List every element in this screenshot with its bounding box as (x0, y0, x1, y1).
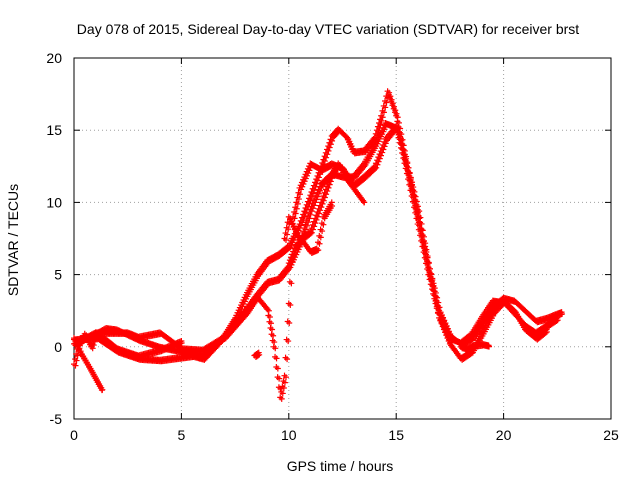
x-tick-label: 25 (603, 427, 619, 443)
data-point (378, 117, 385, 124)
x-tick-label: 10 (281, 427, 297, 443)
data-point (307, 211, 314, 218)
x-tick-label: 15 (388, 427, 404, 443)
x-axis-label: GPS time / hours (287, 458, 394, 474)
data-point (280, 385, 287, 392)
y-tick-label: 20 (46, 50, 62, 66)
series-track-h (251, 349, 263, 360)
axis-ticks: 0 5 10 15 20 25 -5 0 5 10 15 20 (46, 50, 619, 443)
grid-lines (74, 58, 611, 419)
data-point (383, 99, 390, 106)
series-track-i (457, 340, 492, 353)
data-point (305, 219, 312, 226)
y-axis-label: SDTVAR / TECUs (5, 184, 21, 296)
data-point (73, 357, 80, 364)
series-track-d (281, 160, 368, 245)
data-point (485, 342, 492, 349)
data-point (272, 345, 279, 352)
data-point (379, 114, 386, 121)
data-point (380, 109, 387, 116)
data-point (293, 205, 300, 212)
data-point (178, 338, 185, 345)
data-point (279, 390, 286, 397)
data-point (304, 222, 311, 229)
data-point (285, 338, 292, 345)
data-point (320, 221, 327, 228)
data-point (328, 199, 335, 206)
data-point (278, 395, 285, 402)
data-point (284, 356, 291, 363)
x-tick-label: 20 (496, 427, 512, 443)
data-point (283, 374, 290, 381)
data-point (294, 200, 301, 207)
data-point (274, 365, 281, 372)
data-point (281, 379, 288, 386)
data-point (74, 352, 81, 359)
data-point (285, 226, 292, 233)
data-point (295, 196, 302, 203)
y-tick-label: 0 (54, 339, 62, 355)
series-track-e (285, 199, 336, 268)
data-point (288, 280, 295, 287)
data-point (315, 247, 322, 254)
series-track-g (71, 330, 185, 369)
data-point (72, 362, 79, 369)
data-point (316, 240, 323, 247)
data-point (296, 191, 303, 198)
data-point (98, 387, 105, 394)
data-series (71, 88, 566, 402)
data-point (319, 228, 326, 235)
data-point (317, 234, 324, 241)
data-point (283, 237, 290, 243)
data-point (287, 301, 294, 308)
data-point (284, 231, 291, 238)
data-point (290, 237, 297, 243)
data-point (377, 121, 384, 128)
plot-frame (73, 57, 612, 420)
y-tick-label: 5 (54, 267, 62, 283)
data-point (360, 199, 367, 206)
data-point (554, 314, 561, 321)
y-tick-label: 10 (46, 194, 62, 210)
series-track-f (71, 335, 106, 394)
data-point (276, 375, 283, 382)
data-point (255, 349, 262, 356)
data-point (306, 215, 313, 222)
chart-title: Day 078 of 2015, Sidereal Day-to-day VTE… (77, 21, 579, 37)
data-point (273, 355, 280, 362)
y-tick-label: 15 (46, 122, 62, 138)
x-tick-label: 0 (70, 427, 78, 443)
x-tick-label: 5 (178, 427, 186, 443)
data-point (292, 210, 299, 217)
y-tick-label: -5 (50, 411, 63, 427)
data-point (286, 320, 293, 327)
data-point (382, 104, 389, 111)
data-point (302, 226, 309, 233)
data-point (75, 347, 82, 354)
data-point (558, 309, 565, 316)
